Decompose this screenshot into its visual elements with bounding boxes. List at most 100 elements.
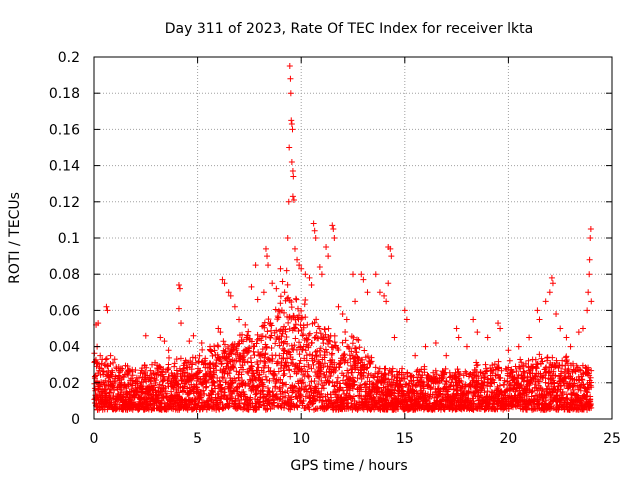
data-point	[391, 334, 398, 341]
data-point	[334, 374, 341, 381]
data-point	[282, 359, 289, 366]
data-point	[502, 365, 509, 372]
data-point	[391, 390, 398, 397]
data-point	[335, 303, 342, 310]
data-point	[296, 360, 303, 367]
data-point	[303, 357, 310, 364]
y-tick-label: 0.12	[49, 195, 80, 211]
data-point	[251, 352, 258, 359]
chart-title: Day 311 of 2023, Rate Of TEC Index for r…	[165, 21, 533, 37]
data-point	[245, 347, 252, 354]
data-point	[109, 369, 116, 376]
data-point	[287, 373, 294, 380]
data-point	[331, 339, 338, 346]
data-point	[316, 347, 323, 354]
data-point	[129, 377, 136, 384]
data-point	[111, 387, 118, 394]
data-point	[256, 371, 263, 378]
data-point	[288, 394, 295, 401]
data-point	[248, 283, 255, 290]
data-point	[344, 359, 351, 366]
data-point	[350, 393, 357, 400]
data-point	[552, 363, 559, 370]
data-point	[296, 312, 303, 319]
data-point	[563, 356, 570, 363]
data-point	[393, 379, 400, 386]
data-point	[317, 368, 324, 375]
data-point	[257, 394, 264, 401]
x-tick-label: 5	[193, 431, 202, 447]
data-point	[179, 389, 186, 396]
data-point	[217, 329, 224, 336]
data-point	[321, 326, 328, 333]
data-point	[240, 366, 247, 373]
data-point	[527, 399, 534, 406]
data-point	[302, 314, 309, 321]
data-point	[175, 305, 182, 312]
data-point	[286, 367, 293, 374]
data-point	[277, 300, 284, 307]
data-point	[283, 381, 290, 388]
data-point	[355, 337, 362, 344]
data-point	[247, 394, 254, 401]
data-point	[578, 397, 585, 404]
data-point	[147, 377, 154, 384]
data-point	[462, 368, 469, 375]
data-point	[268, 327, 275, 334]
data-point	[261, 362, 268, 369]
data-point	[110, 384, 117, 391]
data-point	[443, 352, 450, 359]
data-point	[469, 395, 476, 402]
data-point	[261, 324, 268, 331]
data-point	[102, 377, 109, 384]
data-point	[382, 365, 389, 372]
data-point	[561, 369, 568, 376]
data-point	[304, 372, 311, 379]
data-point	[95, 320, 102, 327]
data-point	[284, 355, 291, 362]
data-point	[484, 388, 491, 395]
data-point	[147, 367, 154, 374]
data-point	[289, 387, 296, 394]
data-point	[286, 144, 293, 151]
data-point	[218, 393, 225, 400]
data-point	[548, 274, 555, 281]
data-point	[539, 358, 546, 365]
data-point	[422, 343, 429, 350]
data-point	[282, 389, 289, 396]
data-point	[382, 371, 389, 378]
data-point	[235, 375, 242, 382]
data-point	[214, 351, 221, 358]
data-point	[479, 403, 486, 410]
data-point	[333, 378, 340, 385]
data-point	[536, 351, 543, 358]
data-point	[283, 334, 290, 341]
data-point	[215, 325, 222, 332]
data-point	[293, 403, 300, 410]
data-point	[545, 383, 552, 390]
data-point	[225, 289, 232, 296]
data-point	[281, 404, 288, 411]
data-point	[265, 356, 272, 363]
data-point	[242, 321, 249, 328]
data-point	[583, 392, 590, 399]
data-point	[285, 362, 292, 369]
data-point	[225, 344, 232, 351]
data-point	[254, 361, 261, 368]
data-point	[353, 349, 360, 356]
data-point	[317, 345, 324, 352]
data-point	[211, 380, 218, 387]
data-point	[330, 225, 337, 232]
data-point	[253, 406, 260, 413]
data-point	[325, 325, 332, 332]
data-point	[236, 400, 243, 407]
data-point	[327, 338, 334, 345]
data-point	[284, 340, 291, 347]
data-point	[292, 321, 299, 328]
data-point	[320, 385, 327, 392]
data-point	[343, 316, 350, 323]
data-point	[437, 387, 444, 394]
data-point	[429, 391, 436, 398]
data-point	[215, 343, 222, 350]
data-point	[557, 325, 564, 332]
